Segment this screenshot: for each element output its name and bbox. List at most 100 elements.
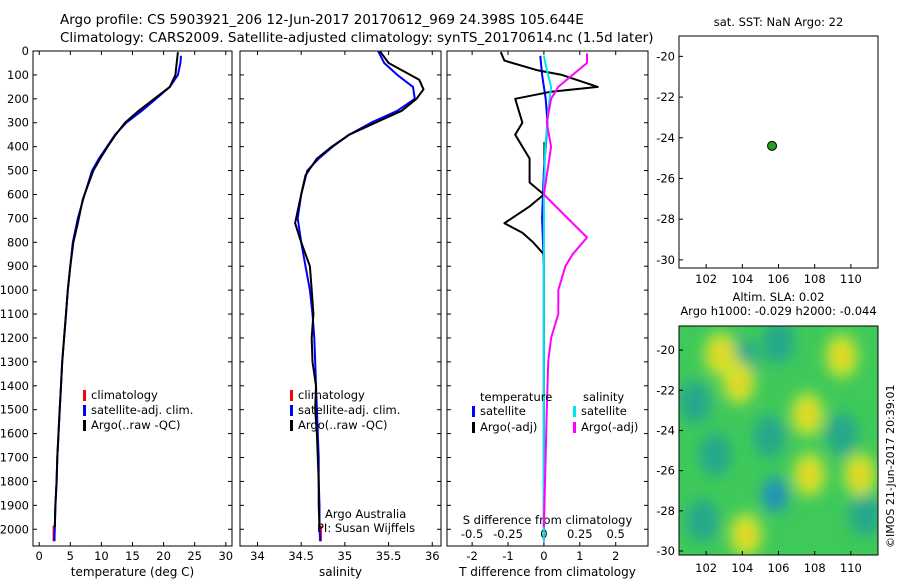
salinity-xtick-label: 34.5 [288, 549, 314, 563]
depth-tick-label: 900 [7, 259, 29, 273]
temperature-xtick-label: 30 [218, 549, 233, 563]
sst-xtick-label: 104 [731, 272, 753, 286]
diff-legend-entry: Argo(-adj) [480, 420, 537, 434]
depth-tick-label: 100 [7, 68, 29, 82]
figure-title-line2: Climatology: CARS2009. Satellite-adjuste… [60, 30, 654, 46]
sst-xtick-label: 106 [768, 272, 790, 286]
salinity-diff-tick-label: -0.5 [461, 527, 483, 541]
legend-title-temperature: temperature [480, 390, 552, 404]
sla-anomaly-low [825, 412, 858, 457]
depth-tick-label: 1300 [0, 355, 29, 369]
sla-anomaly-peak [738, 525, 753, 544]
depth-tick-label: 1500 [0, 403, 29, 417]
sla-anomaly-peak [834, 347, 849, 366]
depth-tick-label: 400 [7, 140, 29, 154]
diff-legend-entry: satellite [480, 404, 526, 418]
salinity-legend-entry: satellite-adj. clim. [298, 403, 400, 417]
depth-tick-label: 500 [7, 164, 29, 178]
salinity-xtick-label: 35 [338, 549, 353, 563]
sla-ytick-label: -26 [656, 464, 675, 478]
salinity-legend-swatch [290, 405, 293, 416]
diff-legend-swatch [472, 422, 475, 433]
diff-legend-entry: satellite [581, 404, 627, 418]
sst-map-title: sat. SST: NaN Argo: 22 [714, 15, 844, 29]
temperature-xtick-label: 10 [94, 549, 109, 563]
temperature-xtick-label: 0 [36, 549, 43, 563]
diff-legend-swatch [472, 406, 475, 417]
depth-tick-label: 1900 [0, 498, 29, 512]
difference-xtick-label: 2 [612, 549, 619, 563]
depth-tick-label: 700 [7, 211, 29, 225]
sla-ytick-label: -22 [656, 383, 675, 397]
depth-tick-label: 1800 [0, 474, 29, 488]
argo-position-marker [767, 140, 778, 151]
sst-map-frame [678, 35, 879, 269]
salinity-series-satelliteadjclim [296, 50, 416, 542]
temperature-xtick-label: 20 [156, 549, 171, 563]
difference-xtick-label: 0 [540, 549, 547, 563]
depth-tick-label: 1600 [0, 427, 29, 441]
sla-anomaly-low [762, 326, 795, 364]
sst-ytick-label: -26 [656, 171, 675, 185]
salinity-diff-axis-label: S difference from climatology [463, 513, 633, 527]
difference-series-argoadj [542, 53, 588, 527]
sla-xtick-label: 106 [768, 561, 790, 575]
sst-xtick-label: 108 [804, 272, 826, 286]
depth-tick-label: 800 [7, 235, 29, 249]
diff-legend-entry: Argo(-adj) [581, 420, 638, 434]
sla-ytick-label: -30 [656, 544, 675, 558]
sla-anomaly-low [849, 493, 878, 537]
depth-tick-label: 0 [22, 44, 29, 58]
sla-anomaly-low [686, 499, 719, 543]
temperature-legend-swatch [83, 405, 86, 416]
difference-series-argoadj [499, 51, 599, 530]
salinity-diff-tick-label: 0.25 [567, 527, 593, 541]
sla-ytick-label: -20 [656, 343, 675, 357]
salinity-series-argorawqc [294, 50, 425, 527]
temperature-legend-entry: Argo(..raw -QC) [91, 418, 181, 432]
difference-xtick-label: -2 [466, 549, 477, 563]
sla-anomaly-peak [852, 465, 867, 484]
temperature-series-satelliteadjclim [53, 55, 182, 542]
temperature-legend-swatch [83, 420, 86, 431]
depth-tick-label: 1400 [0, 379, 29, 393]
difference-xlabel: T difference from climatology [458, 565, 636, 579]
sla-anomaly-peak [802, 465, 817, 484]
salinity-diff-tick-label: -0.25 [493, 527, 523, 541]
difference-series-satellite [542, 55, 553, 542]
salinity-xtick-label: 34 [250, 549, 265, 563]
temperature-legend-entry: climatology [91, 388, 158, 402]
annotation-institution: Argo Australia [325, 507, 406, 521]
sla-anomaly-low [699, 432, 732, 477]
sst-xtick-label: 110 [840, 272, 862, 286]
sst-ytick-label: -20 [656, 49, 675, 63]
annotation-pi: PI: Susan Wijffels [317, 521, 415, 535]
sla-map-title: Altim. SLA: 0.02 [732, 290, 824, 304]
difference-xtick-label: -1 [502, 549, 513, 563]
sla-anomaly-peak [800, 405, 815, 424]
temperature-xtick-label: 25 [187, 549, 202, 563]
depth-tick-label: 300 [7, 116, 29, 130]
sla-map-subtitle: Argo h1000: -0.029 h2000: -0.044 [680, 304, 876, 318]
temperature-legend-swatch [83, 390, 86, 401]
salinity-frame [239, 50, 442, 547]
sla-anomaly-verylow [761, 477, 788, 513]
temperature-xlabel: temperature (deg C) [71, 565, 194, 579]
depth-tick-label: 1700 [0, 451, 29, 465]
depth-tick-label: 1000 [0, 283, 29, 297]
salinity-xtick-label: 35.5 [376, 549, 402, 563]
temperature-xtick-label: 15 [125, 549, 140, 563]
depth-tick-label: 1100 [0, 307, 29, 321]
sla-ytick-label: -28 [656, 504, 675, 518]
imos-credit: ©IMOS 21-Jun-2017 20:39:01 [884, 384, 897, 548]
salinity-xlabel: salinity [319, 565, 362, 579]
sst-ytick-label: -28 [656, 212, 675, 226]
depth-tick-label: 1200 [0, 331, 29, 345]
sst-xtick-label: 102 [695, 272, 717, 286]
sla-heatmap [679, 326, 878, 555]
sla-anomaly-low [679, 380, 712, 424]
salinity-legend-entry: Argo(..raw -QC) [298, 418, 388, 432]
sst-ytick-label: -24 [656, 131, 675, 145]
salinity-xtick-label: 36 [425, 549, 440, 563]
